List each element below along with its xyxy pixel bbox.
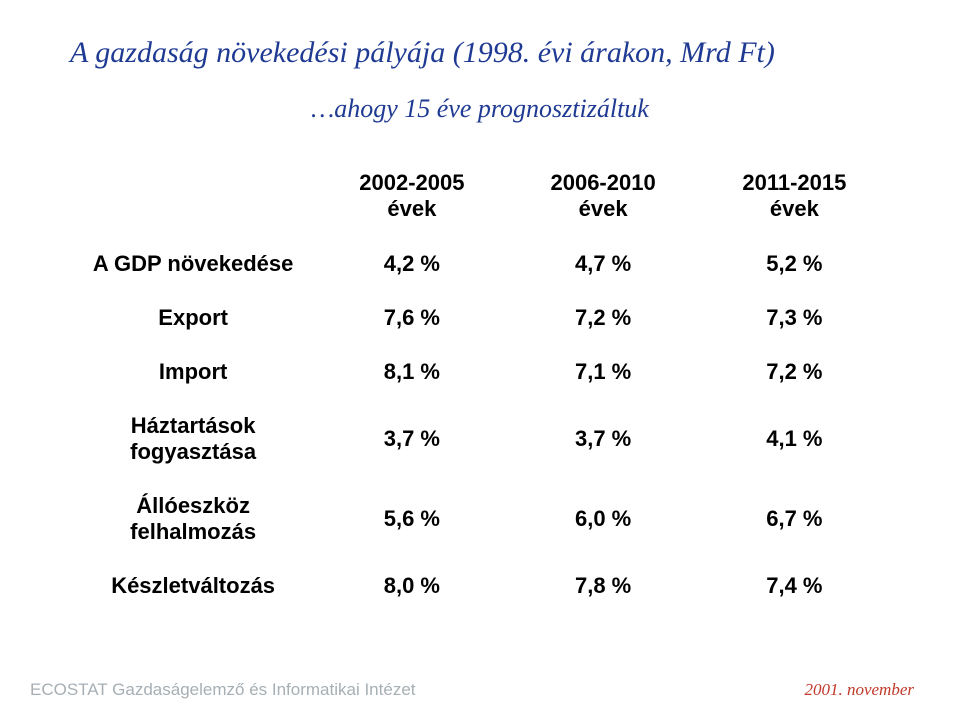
table-header-col1-l2: évek xyxy=(324,196,499,222)
row-label-l2: felhalmozás xyxy=(78,519,308,545)
table-row: A GDP növekedése 4,2 %4,7 %5,2 % xyxy=(70,237,890,291)
table-header-col1-l1: 2002-2005 xyxy=(324,170,499,196)
table-row: Háztartásokfogyasztása3,7 %3,7 %4,1 % xyxy=(70,399,890,479)
table-row: Készletváltozás 8,0 %7,8 %7,4 % xyxy=(70,559,890,613)
table-cell: 8,0 % xyxy=(316,559,507,613)
row-label-l1: Készletváltozás xyxy=(78,573,308,599)
row-label-l1: Import xyxy=(78,359,308,385)
row-label: Állóeszközfelhalmozás xyxy=(70,479,316,559)
table-cell: 5,2 % xyxy=(699,237,890,291)
table-cell: 4,7 % xyxy=(507,237,698,291)
page: A gazdaság növekedési pályája (1998. évi… xyxy=(0,0,960,720)
row-label: Készletváltozás xyxy=(70,559,316,613)
data-table: 2002-2005 évek 2006-2010 évek 2011-2015 … xyxy=(70,156,890,613)
table-cell: 6,0 % xyxy=(507,479,698,559)
table-header-col3: 2011-2015 évek xyxy=(699,156,890,237)
table-header-col2-l2: évek xyxy=(515,196,690,222)
row-label-l2: fogyasztása xyxy=(78,439,308,465)
table-cell: 6,7 % xyxy=(699,479,890,559)
table-header-col2-l1: 2006-2010 xyxy=(515,170,690,196)
row-label-l1: Állóeszköz xyxy=(78,493,308,519)
page-title: A gazdaság növekedési pályája (1998. évi… xyxy=(70,36,890,70)
table-header-col3-l2: évek xyxy=(707,196,882,222)
table-cell: 7,3 % xyxy=(699,291,890,345)
table-cell: 8,1 % xyxy=(316,345,507,399)
table-cell: 3,7 % xyxy=(316,399,507,479)
table-cell: 7,1 % xyxy=(507,345,698,399)
table-cell: 7,4 % xyxy=(699,559,890,613)
row-label: Export xyxy=(70,291,316,345)
table-cell: 4,2 % xyxy=(316,237,507,291)
table-cell: 5,6 % xyxy=(316,479,507,559)
table-header-col1: 2002-2005 évek xyxy=(316,156,507,237)
table-header-blank xyxy=(70,156,316,237)
row-label: Import xyxy=(70,345,316,399)
table-header-col3-l1: 2011-2015 xyxy=(707,170,882,196)
table-cell: 4,1 % xyxy=(699,399,890,479)
page-subtitle: …ahogy 15 éve prognosztizáltuk xyxy=(70,94,890,124)
table-cell: 7,2 % xyxy=(699,345,890,399)
table-body: A GDP növekedése 4,2 %4,7 %5,2 % Export 7,6… xyxy=(70,237,890,613)
table-row: Állóeszközfelhalmozás5,6 %6,0 %6,7 % xyxy=(70,479,890,559)
footer-left: ECOSTAT Gazdaságelemző és Informatikai I… xyxy=(30,680,416,700)
row-label: Háztartásokfogyasztása xyxy=(70,399,316,479)
table-row: Export 7,6 %7,2 %7,3 % xyxy=(70,291,890,345)
table-header-row: 2002-2005 évek 2006-2010 évek 2011-2015 … xyxy=(70,156,890,237)
row-label-l1: A GDP növekedése xyxy=(78,251,308,277)
table-row: Import 8,1 %7,1 %7,2 % xyxy=(70,345,890,399)
table-cell: 7,6 % xyxy=(316,291,507,345)
table-cell: 3,7 % xyxy=(507,399,698,479)
table-header-col2: 2006-2010 évek xyxy=(507,156,698,237)
row-label-l1: Export xyxy=(78,305,308,331)
table-cell: 7,8 % xyxy=(507,559,698,613)
table-cell: 7,2 % xyxy=(507,291,698,345)
row-label-l1: Háztartások xyxy=(78,413,308,439)
row-label: A GDP növekedése xyxy=(70,237,316,291)
footer-right: 2001. november xyxy=(804,680,914,700)
